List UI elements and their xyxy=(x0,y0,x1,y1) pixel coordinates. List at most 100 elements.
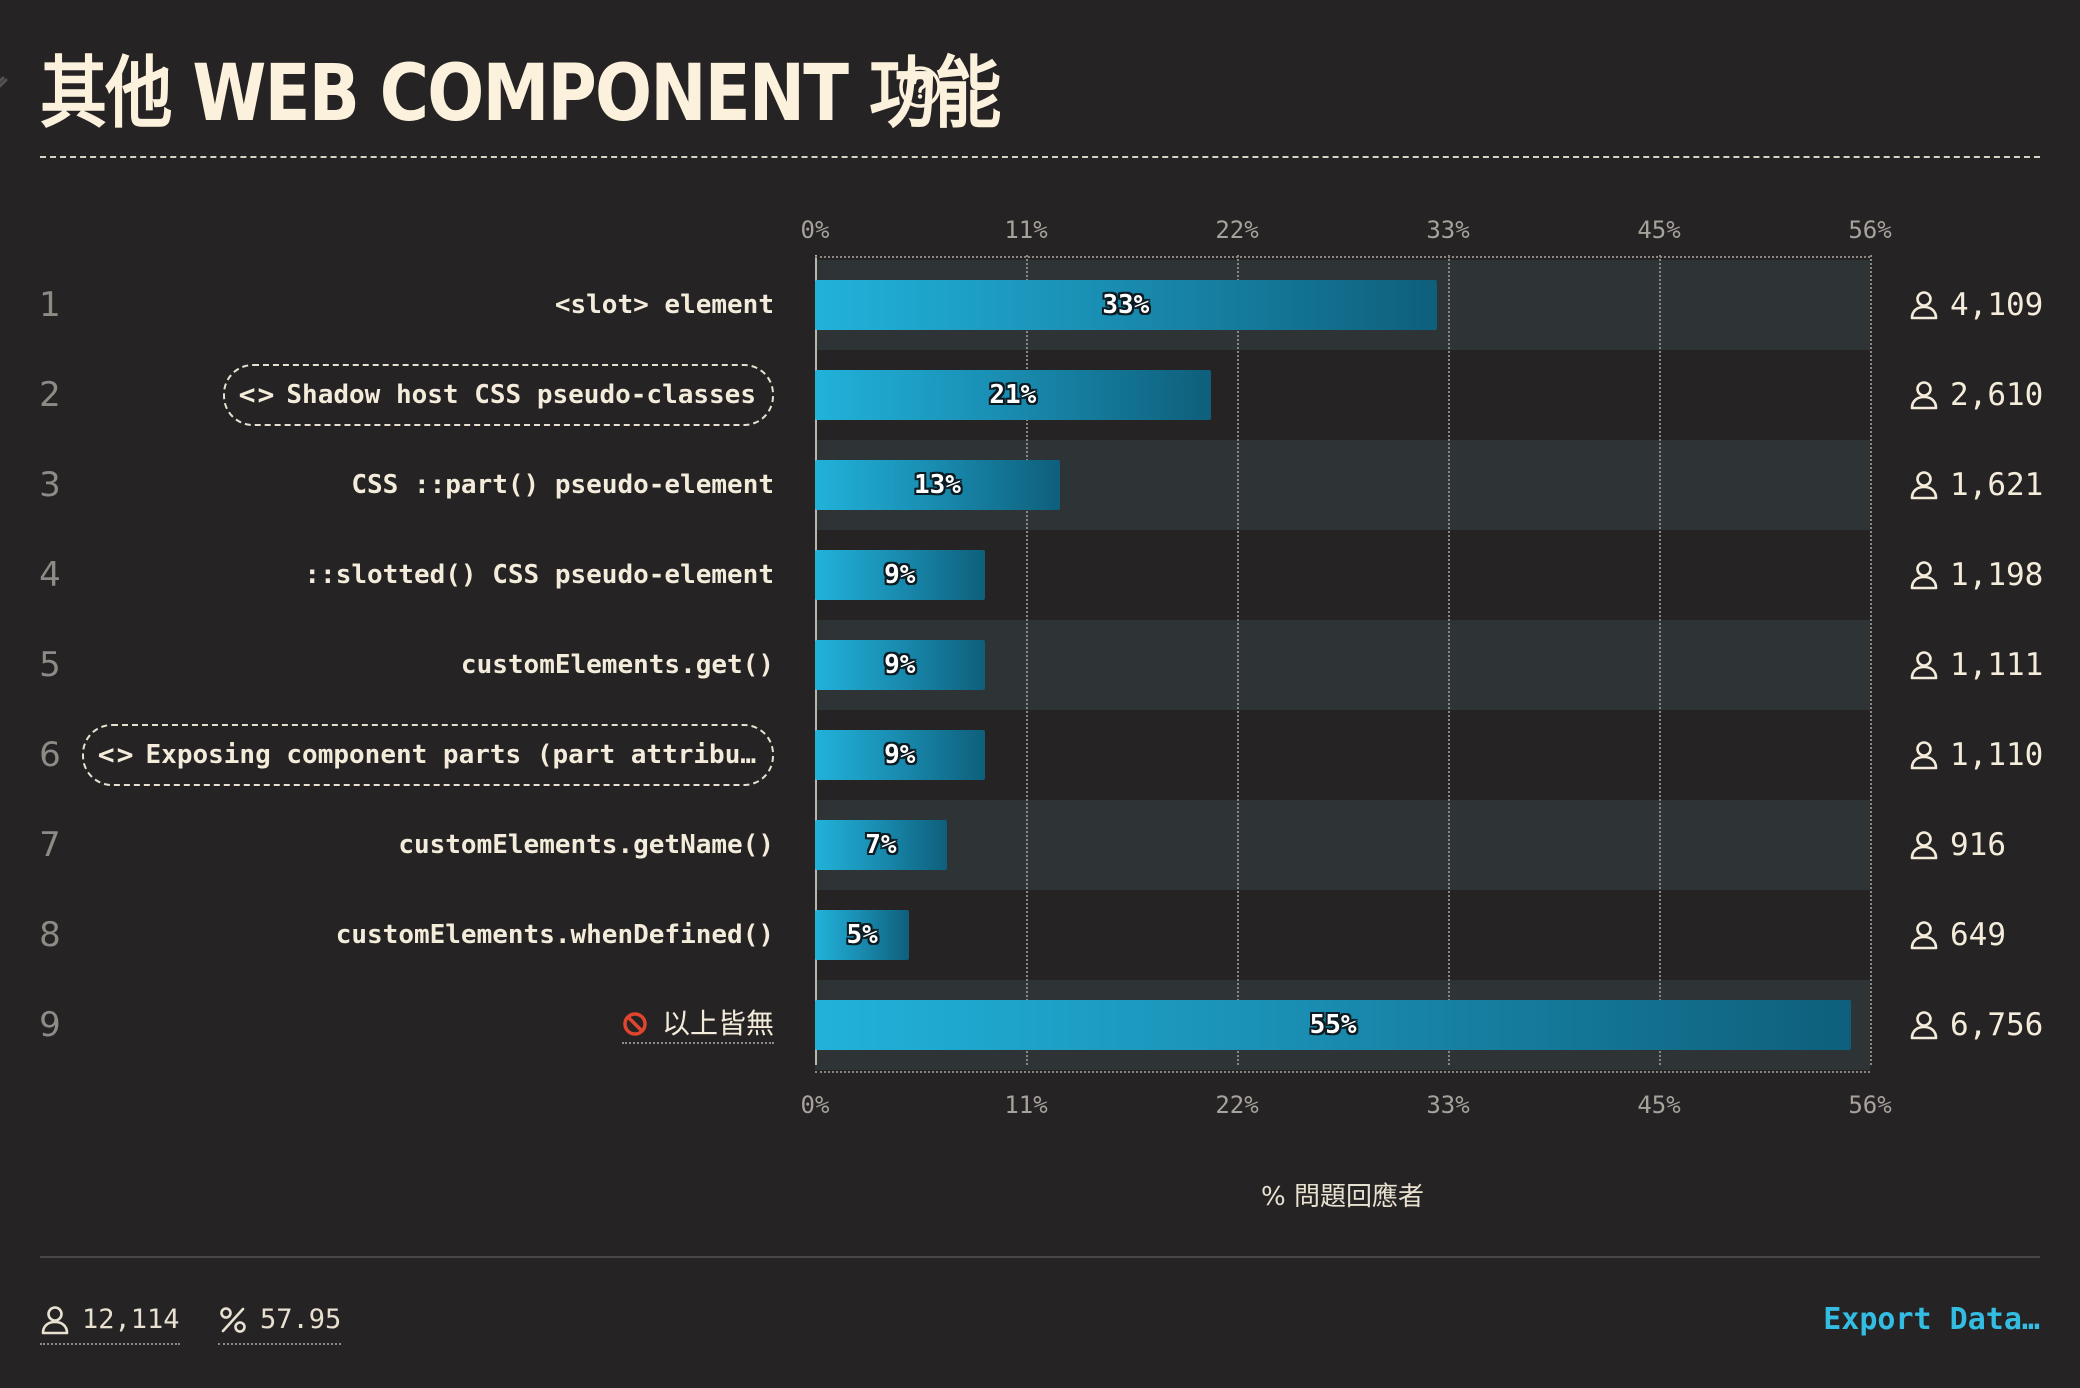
row-rank: 1 xyxy=(39,285,61,325)
bar[interactable]: 9% xyxy=(815,640,985,690)
row-rank: 7 xyxy=(39,825,61,865)
person-icon xyxy=(1910,471,1938,500)
bar[interactable]: 13% xyxy=(815,460,1060,510)
person-icon xyxy=(1910,651,1938,680)
axis-tick-label-bottom: 45% xyxy=(1637,1091,1681,1119)
bar-value-label: 13% xyxy=(913,470,961,500)
respondent-count: 1,110 xyxy=(1910,737,2043,773)
help-icon[interactable] xyxy=(898,65,942,109)
axis-tick-label-top: 33% xyxy=(1426,216,1470,244)
bar[interactable]: 55% xyxy=(815,1000,1852,1050)
row-rank: 8 xyxy=(39,915,61,955)
axis-tick-label-bottom: 33% xyxy=(1426,1091,1470,1119)
respondent-count: 1,111 xyxy=(1910,647,2043,683)
respondent-count-value: 1,110 xyxy=(1950,737,2044,773)
feature-label: customElements.get() xyxy=(460,650,774,680)
row-band xyxy=(815,620,1870,710)
respondent-count: 2,610 xyxy=(1910,377,2043,413)
feature-label-text: Exposing component parts (part attribu… xyxy=(145,740,756,770)
person-icon xyxy=(1910,831,1938,860)
feature-label: CSS ::part() pseudo-element xyxy=(351,470,774,500)
feature-label-link[interactable]: <> Exposing component parts (part attribu… xyxy=(81,724,774,786)
export-data-button[interactable]: Export Data… xyxy=(1823,1302,2040,1337)
respondent-count: 1,621 xyxy=(1910,467,2043,503)
page-title: 其他 WEB COMPONENT 功能 xyxy=(40,49,1001,139)
respondent-count-value: 1,198 xyxy=(1950,557,2044,593)
respondent-count: 6,756 xyxy=(1910,1007,2043,1043)
respondent-count-value: 649 xyxy=(1950,917,2006,953)
bar-value-label: 5% xyxy=(846,920,878,950)
prohibited-icon xyxy=(623,1012,647,1036)
feature-label-link[interactable]: <> Shadow host CSS pseudo-classes xyxy=(222,364,774,426)
axis-title: % 問題回應者 xyxy=(1261,1182,1424,1212)
row-rank: 2 xyxy=(39,375,61,415)
respondents-stat[interactable]: 12,114 xyxy=(40,1304,180,1345)
title-container: 其他 WEB COMPONENT 功能 xyxy=(40,32,1156,142)
axis-tick-label-bottom: 11% xyxy=(1004,1091,1048,1119)
row-band xyxy=(815,800,1870,890)
respondent-count-value: 6,756 xyxy=(1950,1007,2044,1043)
axis-tick-label-top: 22% xyxy=(1215,216,1259,244)
feature-label-none: 以上皆無 xyxy=(621,1006,774,1044)
bar-value-label: 33% xyxy=(1102,290,1150,320)
gridline xyxy=(1448,255,1450,1065)
person-icon xyxy=(1910,921,1938,950)
row-rank: 5 xyxy=(39,645,61,685)
feature-label: customElements.whenDefined() xyxy=(335,920,774,950)
bar[interactable]: 9% xyxy=(815,550,985,600)
bar[interactable]: 33% xyxy=(815,280,1437,330)
gridline xyxy=(1870,255,1872,1065)
respondent-count: 649 xyxy=(1910,917,2006,953)
code-icon: <> xyxy=(97,738,136,771)
respondent-count-value: 1,111 xyxy=(1950,647,2044,683)
bar-value-label: 9% xyxy=(884,560,916,590)
respondent-count-value: 4,109 xyxy=(1950,287,2044,323)
percent-icon xyxy=(220,1306,246,1333)
code-icon: <> xyxy=(238,378,277,411)
respondents-value: 12,114 xyxy=(82,1304,180,1335)
person-icon xyxy=(1910,291,1938,320)
bar[interactable]: 7% xyxy=(815,820,947,870)
row-rank: 3 xyxy=(39,465,61,505)
axis-tick-label-top: 45% xyxy=(1637,216,1681,244)
person-icon xyxy=(1910,741,1938,770)
feature-label-text: Shadow host CSS pseudo-classes xyxy=(286,380,756,410)
respondent-count-value: 1,621 xyxy=(1950,467,2044,503)
axis-tick-label-top: 11% xyxy=(1004,216,1048,244)
row-rank: 4 xyxy=(39,555,61,595)
bar[interactable]: 9% xyxy=(815,730,985,780)
respondent-count: 1,198 xyxy=(1910,557,2043,593)
axis-tick-label-bottom: 0% xyxy=(800,1091,830,1119)
bar[interactable]: 5% xyxy=(815,910,910,960)
percentage-stat[interactable]: 57.95 xyxy=(218,1304,342,1345)
percentage-value: 57.95 xyxy=(260,1304,342,1335)
bar-value-label: 7% xyxy=(865,830,897,860)
bar-value-label: 21% xyxy=(989,380,1037,410)
person-icon xyxy=(41,1305,69,1334)
gridline xyxy=(1026,255,1028,1065)
gridline xyxy=(1237,255,1239,1065)
feature-label-text: 以上皆無 xyxy=(661,1007,774,1040)
respondent-count: 4,109 xyxy=(1910,287,2043,323)
title-divider xyxy=(40,156,2040,158)
row-rank: 6 xyxy=(39,735,61,775)
axis-tick-label-top: 0% xyxy=(800,216,830,244)
axis-tick-label-top: 56% xyxy=(1848,216,1892,244)
bar-value-label: 9% xyxy=(884,740,916,770)
person-icon xyxy=(1910,561,1938,590)
gridline xyxy=(1659,255,1661,1065)
respondent-count-value: 916 xyxy=(1950,827,2006,863)
link-icon[interactable] xyxy=(0,74,14,90)
person-icon xyxy=(1910,1011,1938,1040)
axis-line-bottom xyxy=(815,1071,1870,1073)
bar-value-label: 9% xyxy=(884,650,916,680)
feature-label: ::slotted() CSS pseudo-element xyxy=(304,560,774,590)
respondent-count: 916 xyxy=(1910,827,2006,863)
row-rank: 9 xyxy=(39,1005,61,1045)
person-icon xyxy=(1910,381,1938,410)
respondent-count-value: 2,610 xyxy=(1950,377,2044,413)
feature-label: <slot> element xyxy=(554,290,774,320)
axis-tick-label-bottom: 22% xyxy=(1215,1091,1259,1119)
bar-value-label: 55% xyxy=(1309,1010,1357,1040)
bar[interactable]: 21% xyxy=(815,370,1211,420)
